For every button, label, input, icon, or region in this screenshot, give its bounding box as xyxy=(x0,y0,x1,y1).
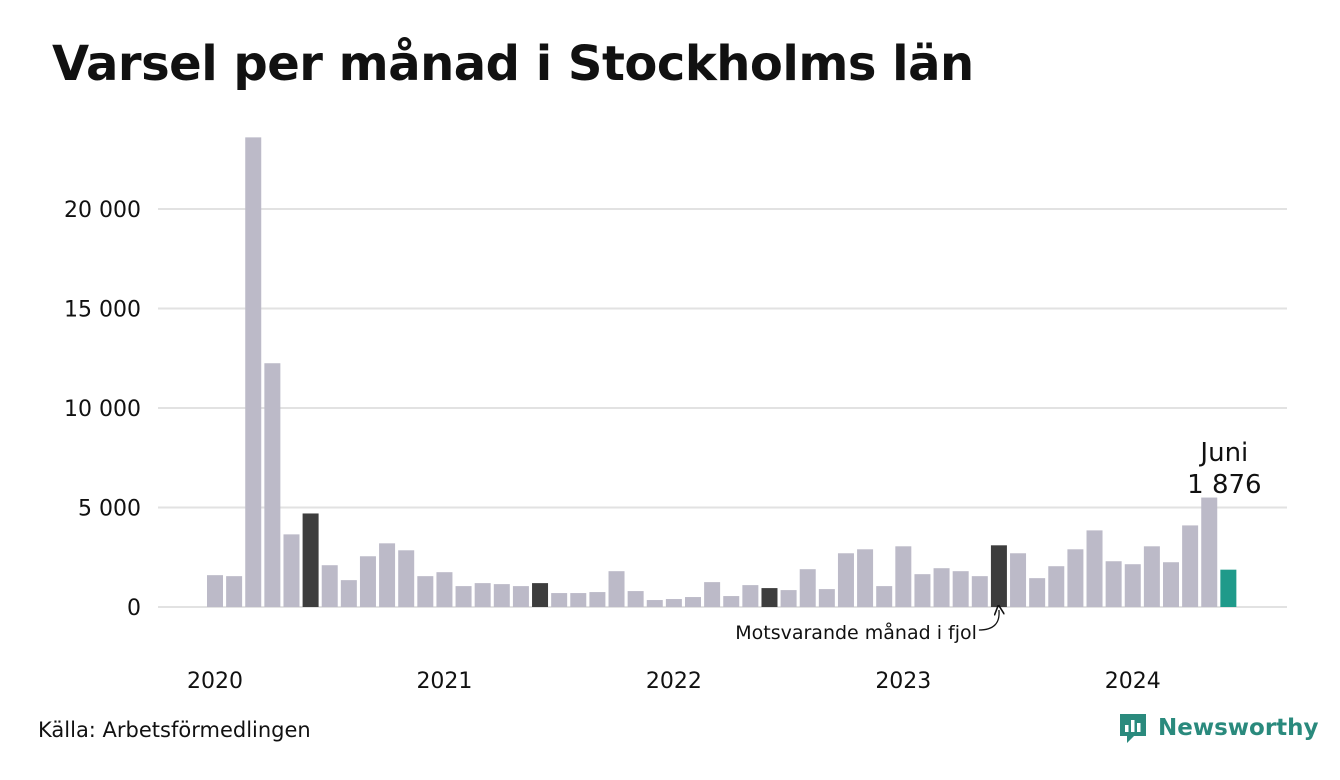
bar xyxy=(207,575,223,607)
bar xyxy=(723,596,740,607)
bar xyxy=(493,584,510,607)
y-tick-label: 15 000 xyxy=(64,298,141,323)
bar xyxy=(589,592,606,607)
current-month-label: Juni xyxy=(1198,438,1248,468)
bar xyxy=(570,593,587,607)
newsworthy-logo-icon xyxy=(1120,714,1146,743)
bar xyxy=(340,580,357,607)
bars xyxy=(207,137,1237,608)
bar-same-month-last-year xyxy=(532,583,549,607)
x-axis-year-labels: 2020 2021 2022 2023 2024 xyxy=(187,669,1161,694)
bar-same-month-last-year xyxy=(761,588,778,607)
current-value-label: 1 876 xyxy=(1187,470,1261,500)
x-year-label: 2023 xyxy=(875,669,931,694)
bar xyxy=(952,571,969,607)
y-tick-label: 0 xyxy=(127,596,141,621)
x-year-label: 2024 xyxy=(1105,669,1161,694)
same-month-annotation: Motsvarande månad i fjol xyxy=(735,621,977,644)
bar xyxy=(1048,566,1065,607)
bar xyxy=(245,137,262,608)
brand-name: Newsworthy xyxy=(1158,715,1319,741)
bar xyxy=(914,574,931,607)
bar xyxy=(608,571,625,607)
bar xyxy=(1105,561,1122,607)
bar xyxy=(359,556,376,607)
bar xyxy=(226,576,243,607)
x-year-label: 2022 xyxy=(646,669,702,694)
bar xyxy=(1029,578,1046,607)
bar xyxy=(742,585,759,607)
bar xyxy=(971,576,988,607)
y-tick-label: 10 000 xyxy=(64,397,141,422)
source-note: Källa: Arbetsförmedlingen xyxy=(38,718,311,742)
bar xyxy=(799,569,816,607)
y-tick-label: 5 000 xyxy=(78,497,141,522)
bar xyxy=(1201,497,1218,607)
brand[interactable]: Newsworthy xyxy=(1118,712,1319,744)
bar xyxy=(264,363,281,607)
bar xyxy=(379,543,396,607)
bar xyxy=(417,576,434,607)
bar xyxy=(1086,530,1103,607)
bar xyxy=(627,591,644,607)
bar xyxy=(1124,564,1141,607)
bar xyxy=(455,586,472,607)
x-year-label: 2021 xyxy=(416,669,472,694)
bar xyxy=(512,586,529,607)
bar xyxy=(818,589,835,607)
bar-same-month-last-year xyxy=(302,513,319,607)
bar-same-month-last-year xyxy=(990,545,1007,607)
y-axis-ticks: 0 5 000 10 000 15 000 20 000 xyxy=(64,198,141,621)
bar xyxy=(321,565,338,607)
bar xyxy=(780,590,797,607)
bar xyxy=(685,597,701,607)
bar xyxy=(1010,553,1027,607)
bar xyxy=(933,568,950,607)
bar xyxy=(857,549,874,607)
bar xyxy=(283,534,300,607)
bar xyxy=(665,599,682,607)
bar xyxy=(1143,546,1160,607)
bar xyxy=(474,583,491,607)
y-tick-label: 20 000 xyxy=(64,198,141,223)
bar xyxy=(876,586,893,607)
bar xyxy=(646,600,663,607)
bar xyxy=(704,582,721,607)
bar xyxy=(398,550,415,607)
bar xyxy=(551,593,568,607)
bar xyxy=(895,546,912,607)
bar xyxy=(837,553,854,607)
bar-current-month xyxy=(1220,569,1237,607)
bar xyxy=(1067,549,1084,607)
annotation-arrow xyxy=(978,610,999,631)
x-year-label: 2020 xyxy=(187,669,243,694)
bar xyxy=(1163,562,1179,607)
chart-title: Varsel per månad i Stockholms län xyxy=(52,36,974,92)
bar xyxy=(1182,525,1199,607)
gridlines xyxy=(158,208,1287,608)
bar xyxy=(436,572,453,607)
